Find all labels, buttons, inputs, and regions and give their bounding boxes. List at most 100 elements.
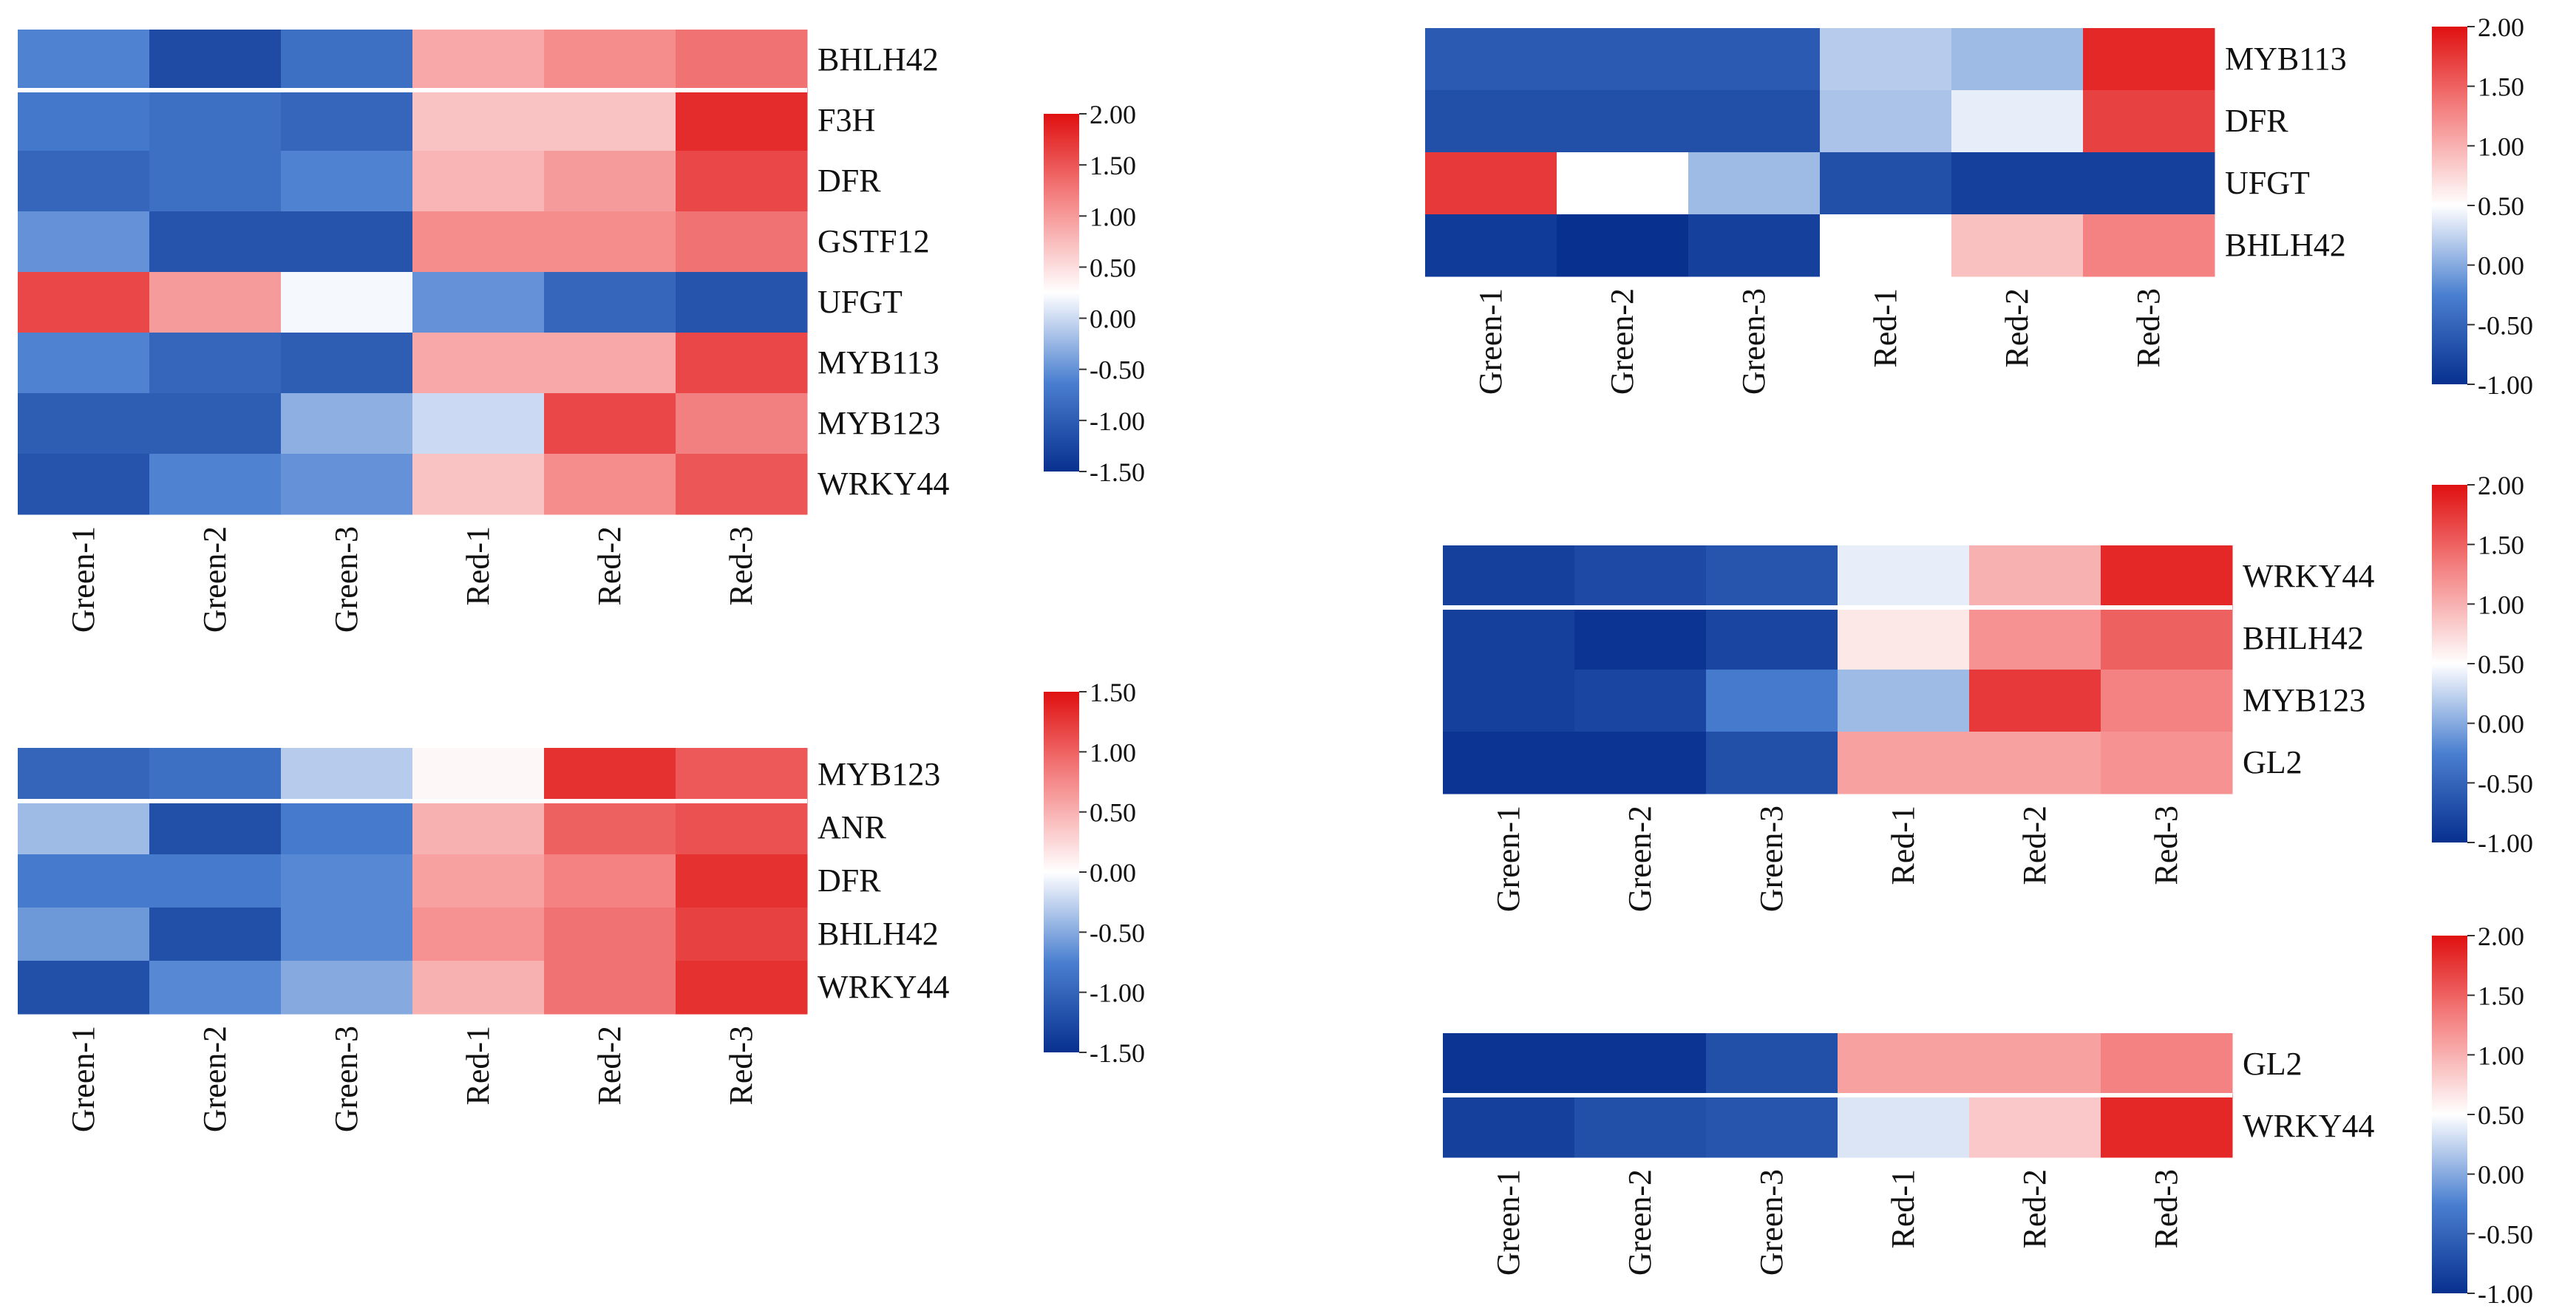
heatmap-cell [1820,90,1952,153]
legend-colorbar [1044,692,1079,1052]
column-label: Red-3 [2148,806,2184,885]
heatmap-cell [149,908,282,961]
heatmap-cell [412,393,545,455]
heatmap-cell [1574,1095,1707,1158]
panel-a: BHLH42 F3H DFR GSTF12 UFGT MYB113 MYB123 WRKY44… [18,30,1145,633]
heatmap-cell [676,211,808,273]
column-label: Red-3 [723,526,759,606]
heatmap-cell [1951,214,2084,277]
heatmap-cell [18,961,150,1015]
legend-tick-label: 1.50 [1090,678,1136,707]
row-label: WRKY44 [2243,1108,2374,1144]
heatmap-cell [149,454,282,515]
heatmap-cell [412,90,545,152]
column-label: Green-2 [1604,288,1640,395]
heatmap-cell [281,801,413,855]
legend-tick-label: 0.00 [2478,251,2524,281]
row-separator [1443,1093,2232,1097]
column-label: Green-3 [328,526,364,633]
heatmap-cell [676,151,808,212]
heatmap-cell [149,748,282,802]
legend-tick-label: 0.00 [1090,858,1136,888]
row-label: WRKY44 [818,969,949,1005]
heatmap-cell [1969,670,2101,732]
legend-tick-label: 2.00 [2478,471,2524,500]
legend-tick-label: -0.50 [1090,918,1145,947]
column-label: Red-3 [2130,288,2167,368]
heatmap-cell [1688,214,1821,277]
heatmap-cell [1574,607,1707,670]
row-separator [1443,605,2232,610]
column-label: Red-1 [460,1026,496,1106]
heatmap-cell [1969,607,2101,670]
heatmap-cell [544,908,676,961]
heatmap-cell [149,393,282,455]
column-label: Green-3 [1753,1169,1790,1276]
heatmap-cell [1706,1095,1838,1158]
heatmap-cell [1443,1095,1575,1158]
legend-tick-label: 2.00 [1090,100,1136,129]
legend-tick-label: 1.00 [2478,132,2524,161]
heatmap-cell [1688,90,1821,153]
heatmap-cell [544,961,676,1015]
heatmap-cell [18,333,150,394]
heatmap-cell [544,90,676,152]
heatmap-cell [1838,732,1970,794]
heatmap-cell [544,151,676,212]
heatmap-cell [281,908,413,961]
legend-tick-label: 1.50 [1090,151,1136,180]
heatmap-cell [2101,1095,2233,1158]
heatmap-cell [1443,732,1575,794]
heatmap-cell [1574,670,1707,732]
heatmap-cell [281,854,413,908]
column-label: Green-3 [328,1026,364,1132]
heatmap-cell [544,211,676,273]
heatmap-cell [2083,214,2215,277]
legend-tick-label: -1.00 [1090,406,1145,436]
heatmap-cell [18,30,150,91]
legend-tick-label: 1.50 [2478,72,2524,102]
row-label: BHLH42 [818,41,939,78]
heatmap-cell [412,908,545,961]
heatmap-cell [281,90,413,152]
heatmap-cell [1557,214,1689,277]
heatmap-cell [676,333,808,394]
heatmap-cell [281,333,413,394]
heatmap-cell [1951,90,2084,153]
heatmap-cell [676,454,808,515]
row-label: MYB123 [2243,682,2365,718]
heatmap-cell [1969,732,2101,794]
heatmap-cell [676,961,808,1015]
heatmap-cell [1688,28,1821,91]
column-label: Green-1 [65,1026,101,1132]
legend-tick-label: 1.50 [2478,981,2524,1011]
heatmap-cell [1951,152,2084,215]
legend-tick-label: 0.50 [2478,1100,2524,1130]
heatmap-cell [1706,732,1838,794]
heatmap-cell [281,272,413,333]
heatmap-cell [18,272,150,333]
row-label: WRKY44 [818,466,949,502]
legend-tick-label: 0.50 [1090,253,1136,282]
row-label: F3H [818,102,875,138]
column-label: Green-2 [1622,1169,1658,1276]
heatmap-cell [2101,607,2233,670]
row-label: GSTF12 [818,223,930,259]
heatmap-cell [2101,670,2233,732]
heatmap-cell [18,393,150,455]
heatmap-cell [1838,1095,1970,1158]
heatmap-cell [281,393,413,455]
heatmap-cell [1425,28,1557,91]
heatmap-cell [1969,545,2101,608]
heatmap-cell [544,454,676,515]
column-label: Green-3 [1736,288,1772,395]
heatmap-cell [281,211,413,273]
heatmap-cell [2083,152,2215,215]
heatmap-cell [281,961,413,1015]
heatmap-cell [18,908,150,961]
heatmap-cell [544,272,676,333]
legend-tick-label: 0.00 [2478,1160,2524,1190]
column-label: Red-2 [2016,806,2053,885]
heatmap-cell [149,30,282,91]
